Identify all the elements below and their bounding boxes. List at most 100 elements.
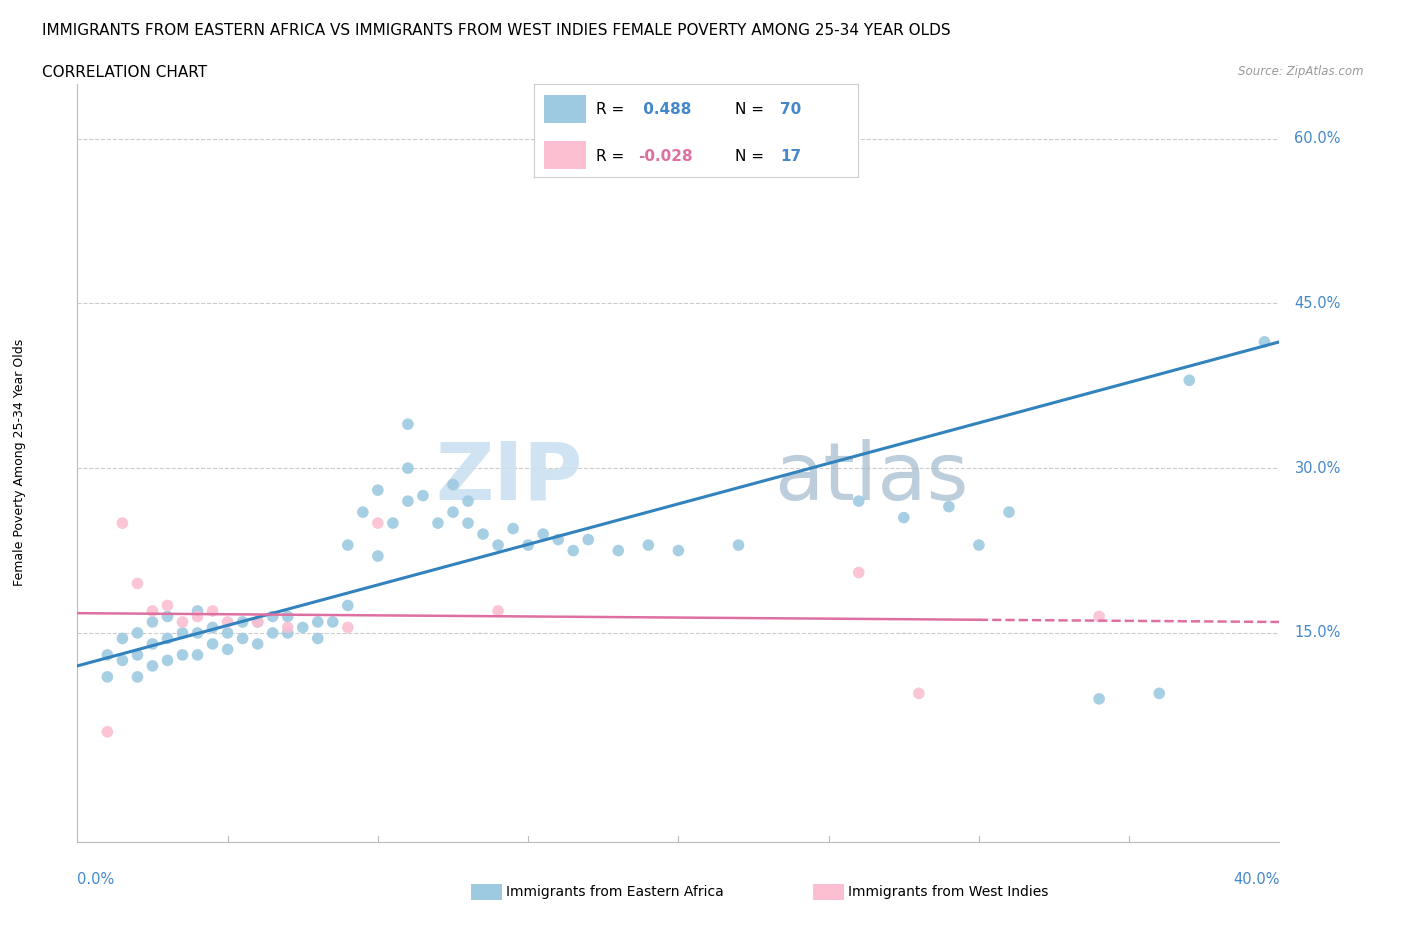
Text: N =: N =: [735, 102, 763, 117]
Point: [441, 477, 464, 492]
Text: Source: ZipAtlas.com: Source: ZipAtlas.com: [1239, 65, 1364, 78]
Point: [201, 636, 224, 651]
Point: [367, 549, 389, 564]
Point: [427, 515, 450, 530]
Point: [908, 686, 931, 701]
Point: [217, 626, 239, 641]
Text: R =: R =: [596, 102, 624, 117]
Point: [277, 609, 299, 624]
Point: [186, 609, 209, 624]
Point: [201, 604, 224, 618]
Text: R =: R =: [596, 149, 624, 164]
Point: [156, 653, 179, 668]
Point: [186, 647, 209, 662]
Text: 45.0%: 45.0%: [1295, 296, 1341, 311]
Point: [336, 538, 359, 552]
Point: [111, 653, 134, 668]
Text: Female Poverty Among 25-34 Year Olds: Female Poverty Among 25-34 Year Olds: [13, 339, 27, 586]
Point: [336, 620, 359, 635]
Point: [277, 620, 299, 635]
Text: 40.0%: 40.0%: [1233, 872, 1279, 887]
Point: [441, 505, 464, 520]
Point: [486, 538, 509, 552]
Point: [396, 494, 419, 509]
Bar: [544, 95, 586, 123]
Point: [262, 609, 284, 624]
Point: [96, 724, 118, 739]
Point: [246, 615, 269, 630]
Text: N =: N =: [735, 149, 763, 164]
Point: [967, 538, 990, 552]
Point: [156, 631, 179, 645]
Point: [96, 647, 118, 662]
Point: [201, 620, 224, 635]
Point: [262, 626, 284, 641]
Point: [472, 526, 495, 541]
Point: [172, 615, 194, 630]
Point: [1149, 686, 1171, 701]
Text: 30.0%: 30.0%: [1295, 460, 1341, 475]
Point: [172, 626, 194, 641]
Point: [141, 604, 163, 618]
Point: [96, 670, 118, 684]
Point: [127, 647, 149, 662]
Point: [893, 511, 915, 525]
Point: [111, 631, 134, 645]
Point: [848, 494, 870, 509]
Text: 60.0%: 60.0%: [1295, 131, 1341, 146]
Point: [1253, 335, 1275, 350]
Point: [127, 670, 149, 684]
Point: [352, 505, 374, 520]
Point: [336, 598, 359, 613]
Text: ZIP: ZIP: [434, 439, 582, 517]
Point: [246, 615, 269, 630]
Point: [246, 636, 269, 651]
Point: [322, 615, 344, 630]
Point: [186, 626, 209, 641]
Point: [381, 515, 404, 530]
Point: [141, 658, 163, 673]
Point: [232, 631, 254, 645]
Text: 70: 70: [780, 102, 801, 117]
Point: [172, 647, 194, 662]
Point: [291, 620, 314, 635]
Text: Immigrants from Eastern Africa: Immigrants from Eastern Africa: [506, 884, 724, 899]
Point: [141, 636, 163, 651]
Point: [217, 642, 239, 657]
Point: [127, 576, 149, 591]
Point: [277, 626, 299, 641]
Point: [217, 615, 239, 630]
Point: [938, 499, 960, 514]
Point: [1088, 609, 1111, 624]
Point: [1088, 691, 1111, 706]
Point: [127, 626, 149, 641]
Point: [111, 515, 134, 530]
Point: [457, 494, 479, 509]
Text: 0.0%: 0.0%: [77, 872, 114, 887]
Text: CORRELATION CHART: CORRELATION CHART: [42, 65, 207, 80]
Point: [141, 615, 163, 630]
Point: [232, 615, 254, 630]
Point: [998, 505, 1021, 520]
Point: [307, 615, 329, 630]
Text: -0.028: -0.028: [638, 149, 692, 164]
Point: [727, 538, 749, 552]
Point: [457, 515, 479, 530]
Point: [576, 532, 599, 547]
Point: [156, 609, 179, 624]
Text: 17: 17: [780, 149, 801, 164]
Point: [367, 483, 389, 498]
Point: [486, 604, 509, 618]
Point: [186, 604, 209, 618]
Point: [1178, 373, 1201, 388]
Point: [668, 543, 690, 558]
Point: [396, 460, 419, 475]
Text: 0.488: 0.488: [638, 102, 692, 117]
Point: [531, 526, 554, 541]
Bar: [544, 141, 586, 169]
Point: [307, 631, 329, 645]
Point: [547, 532, 569, 547]
Point: [412, 488, 434, 503]
Point: [502, 521, 524, 536]
Text: IMMIGRANTS FROM EASTERN AFRICA VS IMMIGRANTS FROM WEST INDIES FEMALE POVERTY AMO: IMMIGRANTS FROM EASTERN AFRICA VS IMMIGR…: [42, 23, 950, 38]
